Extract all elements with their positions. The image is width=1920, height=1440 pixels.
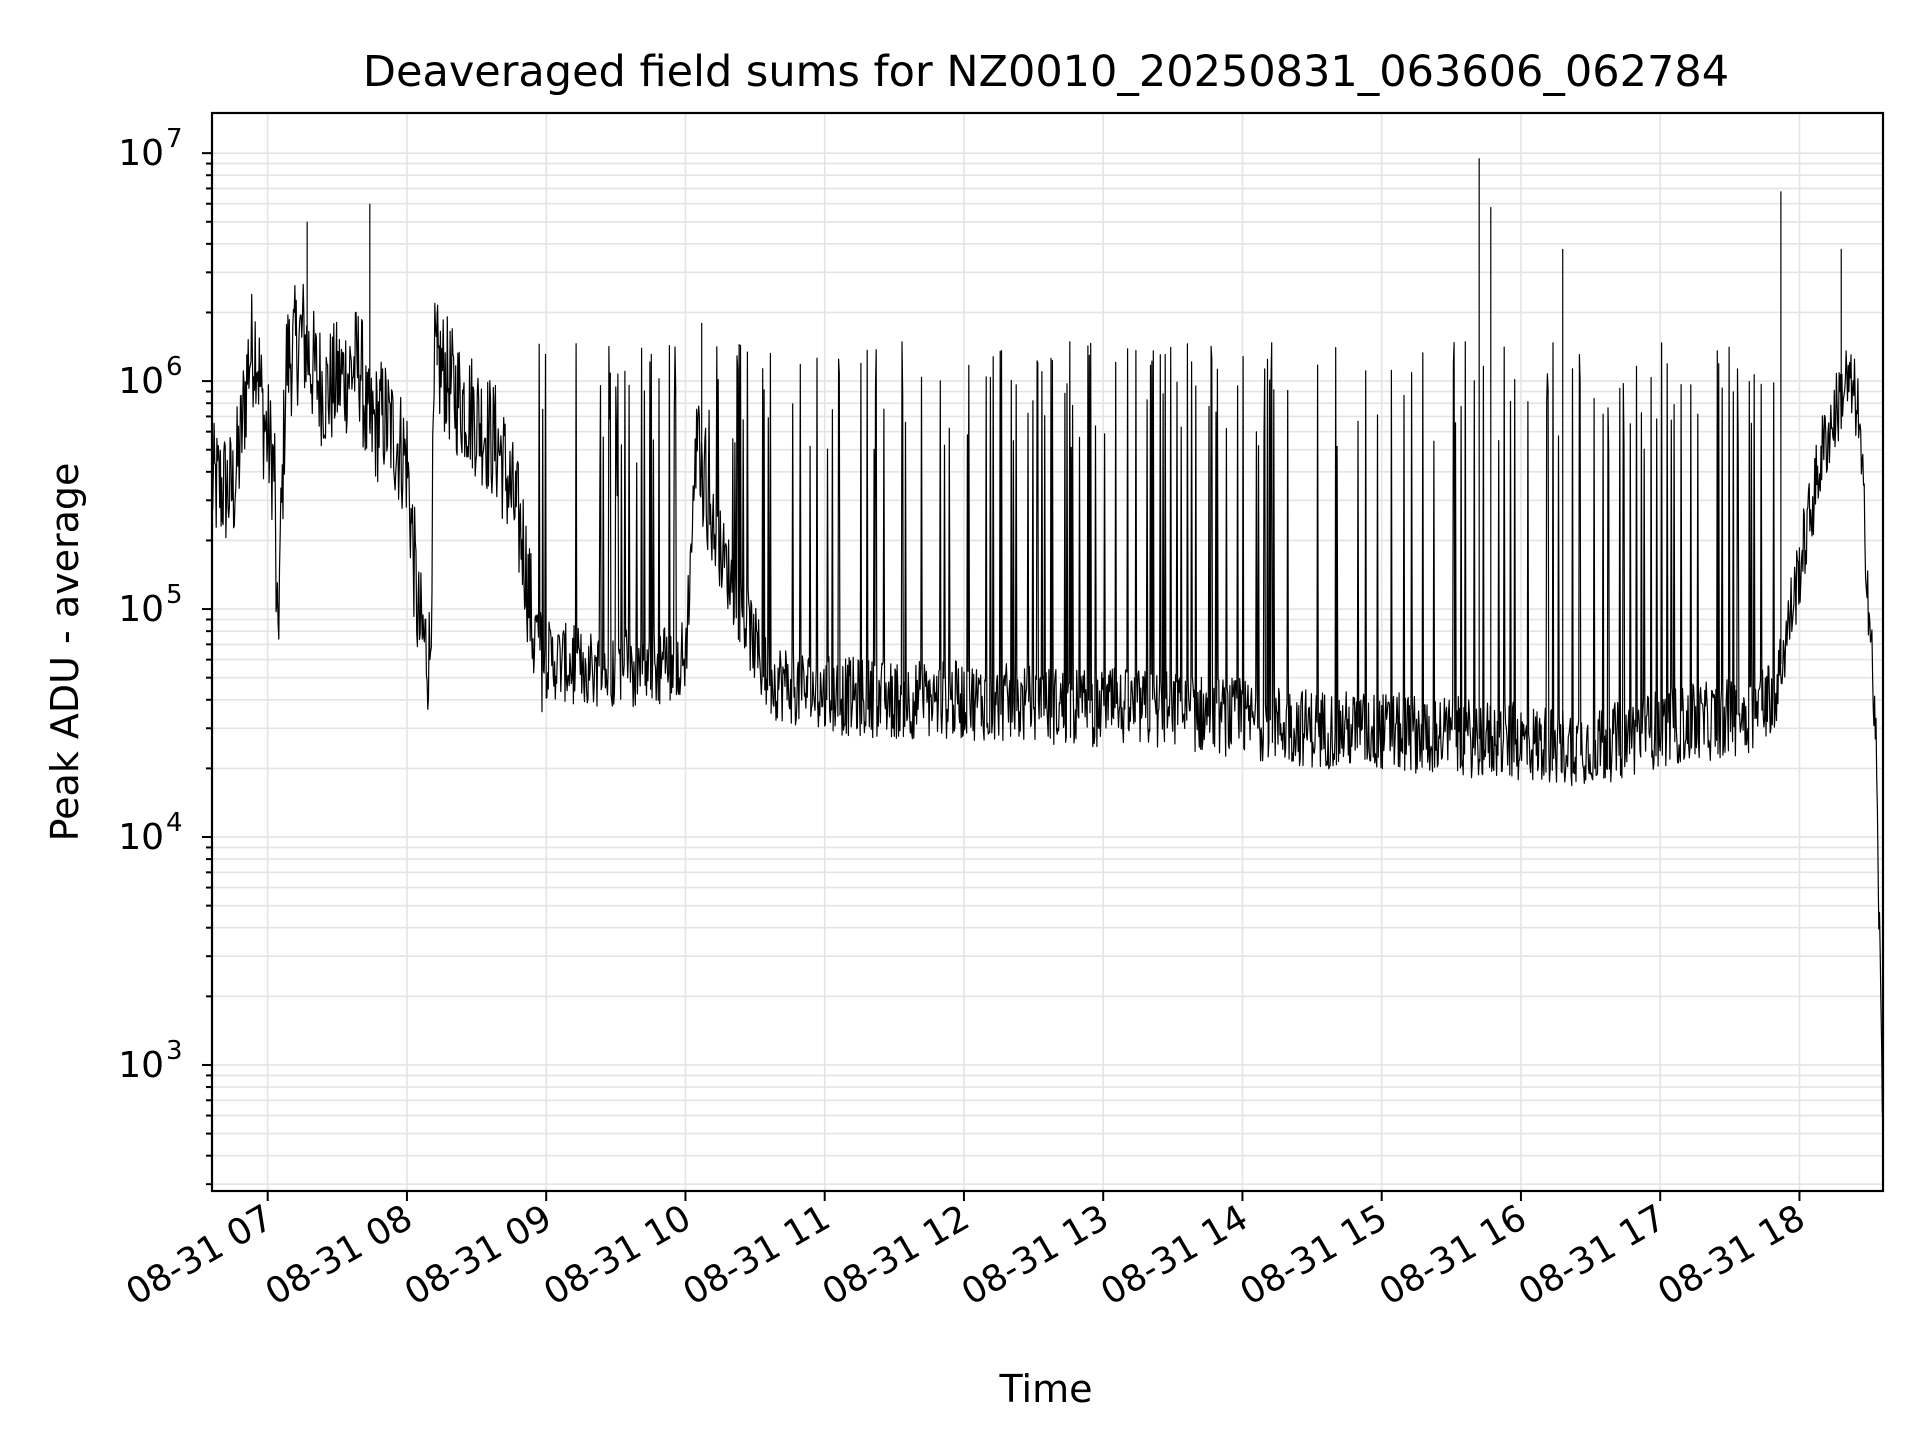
- y-tick-label: 10: [118, 1045, 164, 1086]
- y-tick-exponent: 6: [166, 352, 183, 382]
- grid: [212, 113, 1883, 1191]
- y-tick-label: 10: [118, 817, 164, 858]
- x-tick-label: 08-31 14: [1094, 1197, 1255, 1313]
- x-tick-label: 08-31 17: [1512, 1197, 1673, 1313]
- x-tick-label: 08-31 12: [816, 1197, 977, 1313]
- y-tick-label: 10: [118, 589, 164, 630]
- x-tick-label: 08-31 09: [398, 1197, 559, 1313]
- x-axis-label: Time: [999, 1367, 1093, 1411]
- y-tick-exponent: 7: [166, 124, 183, 154]
- x-tick-label: 08-31 13: [955, 1197, 1116, 1313]
- x-tick-label: 08-31 15: [1234, 1197, 1395, 1313]
- x-tick-label: 08-31 07: [120, 1197, 281, 1313]
- x-tick-label: 08-31 11: [677, 1197, 838, 1313]
- y-tick-label: 10: [118, 361, 164, 402]
- y-tick-exponent: 3: [166, 1036, 183, 1066]
- series-line: [211, 283, 1884, 1125]
- y-tick-exponent: 5: [166, 580, 183, 610]
- y-axis-label: Peak ADU - average: [43, 463, 87, 842]
- plot-frame: [210, 111, 1885, 1193]
- x-tick-label: 08-31 18: [1651, 1197, 1812, 1313]
- x-tick-label: 08-31 16: [1373, 1197, 1534, 1313]
- x-tick-label: 08-31 08: [259, 1197, 420, 1313]
- chart-title: Deaveraged field sums for NZ0010_2025083…: [363, 47, 1729, 97]
- y-tick-label: 10: [118, 133, 164, 174]
- y-tick-exponent: 4: [166, 808, 183, 838]
- plot-area: [211, 158, 1884, 1125]
- x-tick-label: 08-31 10: [537, 1197, 698, 1313]
